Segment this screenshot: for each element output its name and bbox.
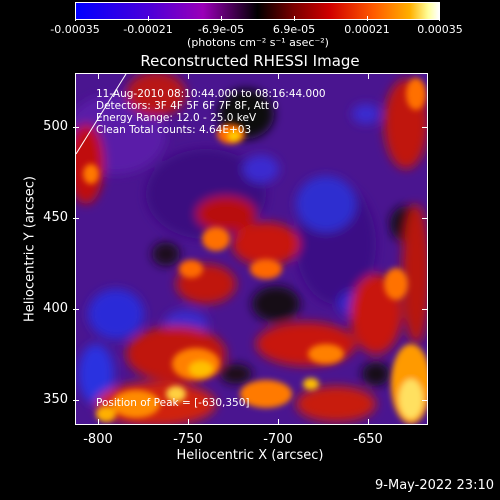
peak-position-label: Position of Peak = [-630,350] [96,397,250,409]
y-tick-right [422,127,428,128]
x-tick-label: -650 [353,432,383,447]
time-range-label: 11-Aug-2010 08:10:44.000 to 08:16:44.000 [96,88,326,100]
x-tick-top [188,73,189,79]
colorbar-label: 0.00035 [417,23,463,36]
x-tick [278,419,279,425]
x-tick-label: -750 [173,432,203,447]
x-tick-top [278,73,279,79]
colorbar-label: -6.9e-05 [197,23,245,36]
colorbar [75,2,440,20]
x-tick [188,419,189,425]
rhessi-image [75,73,428,425]
y-tick-label: 400 [43,301,68,316]
colorbar-label: 6.9e-05 [272,23,316,36]
y-tick-label: 500 [43,119,68,134]
x-tick [368,419,369,425]
rhessi-image-canvas [76,74,427,424]
y-tick [73,218,79,219]
y-tick-right [422,309,428,310]
clean-counts-label: Clean Total counts: 4.64E+03 [96,124,252,136]
energy-range-label: Energy Range: 12.0 - 25.0 keV [96,112,257,124]
y-axis-title: Heliocentric Y (arcsec) [22,176,38,322]
colorbar-units: (photons cm⁻² s⁻¹ asec⁻²) [187,36,329,49]
x-tick [98,419,99,425]
x-axis-title: Heliocentric X (arcsec) [176,448,324,463]
x-tick-label: -800 [83,432,113,447]
y-tick-right [422,218,428,219]
y-tick [73,309,79,310]
x-tick-top [98,73,99,79]
y-tick [73,400,79,401]
plot-title: Reconstructed RHESSI Image [140,52,360,70]
colorbar-label: -0.00021 [123,23,173,36]
y-tick [73,127,79,128]
x-tick-label: -700 [263,432,293,447]
colorbar-label: -0.00035 [50,23,100,36]
y-tick-label: 450 [43,210,68,225]
y-tick-label: 350 [43,392,68,407]
timestamp-footer: 9-May-2022 23:10 [375,478,494,493]
x-tick-top [368,73,369,79]
colorbar-label: 0.00021 [344,23,390,36]
detectors-label: Detectors: 3F 4F 5F 6F 7F 8F, Att 0 [96,100,280,112]
y-tick-right [422,400,428,401]
